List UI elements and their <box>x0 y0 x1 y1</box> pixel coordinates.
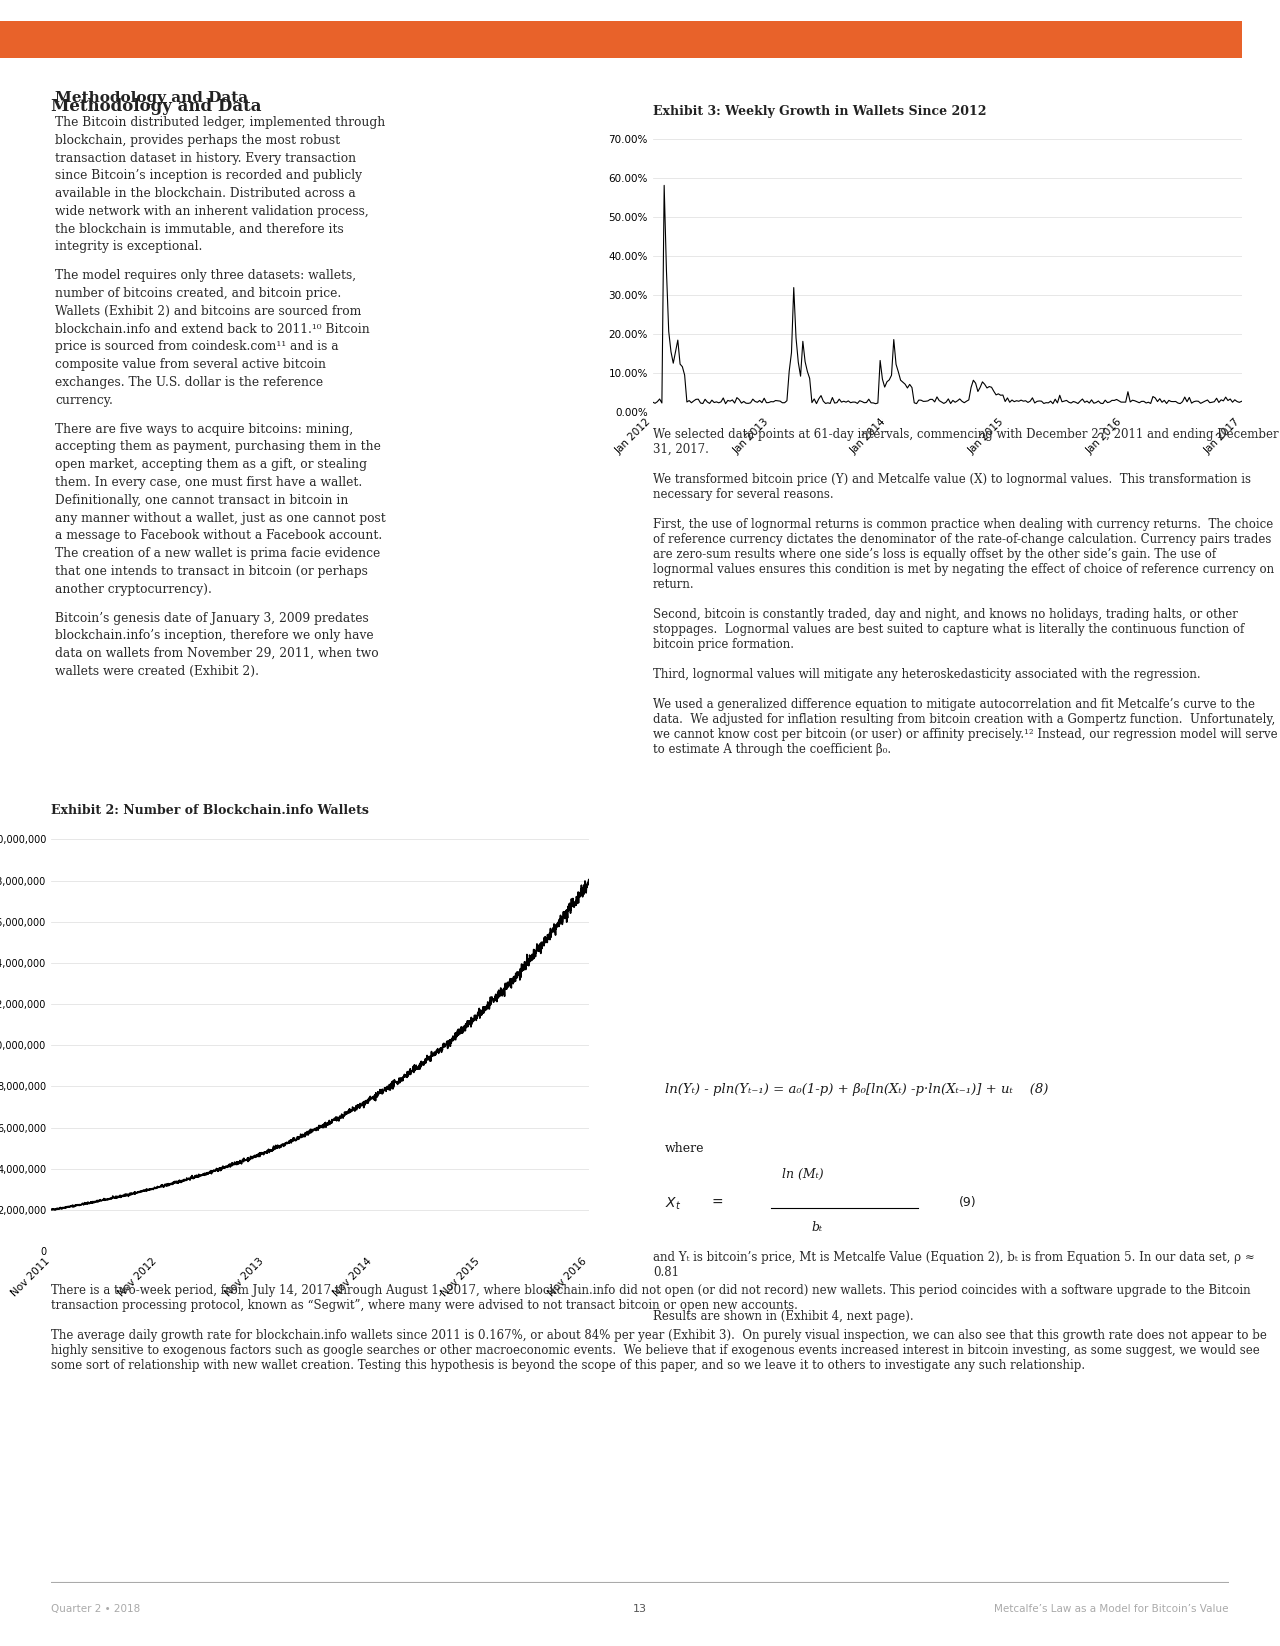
Text: data on wallets from November 29, 2011, when two: data on wallets from November 29, 2011, … <box>55 647 379 660</box>
Text: where: where <box>664 1142 704 1155</box>
Text: The model requires only three datasets: wallets,: The model requires only three datasets: … <box>55 270 356 283</box>
Text: Results are shown in (Exhibit 4, next page).: Results are shown in (Exhibit 4, next pa… <box>653 1310 914 1323</box>
Text: =: = <box>712 1195 723 1210</box>
Text: available in the blockchain. Distributed across a: available in the blockchain. Distributed… <box>55 188 356 201</box>
Text: exchanges. The U.S. dollar is the reference: exchanges. The U.S. dollar is the refere… <box>55 375 323 388</box>
Text: currency.: currency. <box>55 393 113 407</box>
Text: There is a two-week period, from July 14, 2017 through August 1, 2017, where blo: There is a two-week period, from July 14… <box>51 1284 1267 1371</box>
Text: a message to Facebook without a Facebook account.: a message to Facebook without a Facebook… <box>55 530 383 542</box>
Text: Metcalfe’s Law as a Model for Bitcoin’s Value: Metcalfe’s Law as a Model for Bitcoin’s … <box>995 1603 1229 1615</box>
Text: that one intends to transact in bitcoin (or perhaps: that one intends to transact in bitcoin … <box>55 565 367 578</box>
Text: Definitionally, one cannot transact in bitcoin in: Definitionally, one cannot transact in b… <box>55 494 348 507</box>
Text: any manner without a wallet, just as one cannot post: any manner without a wallet, just as one… <box>55 512 385 525</box>
Text: blockchain, provides perhaps the most robust: blockchain, provides perhaps the most ro… <box>55 133 340 146</box>
Text: There are five ways to acquire bitcoins: mining,: There are five ways to acquire bitcoins:… <box>55 423 353 436</box>
Text: Methodology and Data: Methodology and Data <box>55 91 248 105</box>
Text: since Bitcoin’s inception is recorded and publicly: since Bitcoin’s inception is recorded an… <box>55 170 362 183</box>
Text: number of bitcoins created, and bitcoin price.: number of bitcoins created, and bitcoin … <box>55 286 342 300</box>
Text: open market, accepting them as a gift, or stealing: open market, accepting them as a gift, o… <box>55 458 367 471</box>
Text: transaction dataset in history. Every transaction: transaction dataset in history. Every tr… <box>55 151 356 165</box>
Text: Quarter 2 • 2018: Quarter 2 • 2018 <box>51 1603 141 1615</box>
Text: Exhibit 2: Number of Blockchain.info Wallets: Exhibit 2: Number of Blockchain.info Wal… <box>51 805 369 816</box>
Text: the blockchain is immutable, and therefore its: the blockchain is immutable, and therefo… <box>55 222 344 235</box>
Text: accepting them as payment, purchasing them in the: accepting them as payment, purchasing th… <box>55 441 381 453</box>
FancyBboxPatch shape <box>0 21 1242 58</box>
Text: Exhibit 3: Weekly Growth in Wallets Since 2012: Exhibit 3: Weekly Growth in Wallets Sinc… <box>653 105 987 117</box>
Text: blockchain.info and extend back to 2011.¹⁰ Bitcoin: blockchain.info and extend back to 2011.… <box>55 323 370 336</box>
Text: ln(Yₜ) - pln(Yₜ₋₁) = a₀(1-p) + β₀[ln(Xₜ) -p·ln(Xₜ₋₁)] + uₜ    (8): ln(Yₜ) - pln(Yₜ₋₁) = a₀(1-p) + β₀[ln(Xₜ)… <box>664 1083 1048 1096</box>
Text: Wallets (Exhibit 2) and bitcoins are sourced from: Wallets (Exhibit 2) and bitcoins are sou… <box>55 305 361 318</box>
Text: blockchain.info’s inception, therefore we only have: blockchain.info’s inception, therefore w… <box>55 629 374 642</box>
Text: price is sourced from coindesk.com¹¹ and is a: price is sourced from coindesk.com¹¹ and… <box>55 341 339 354</box>
Text: We selected data points at 61-day intervals, commencing with December 27, 2011 a: We selected data points at 61-day interv… <box>653 428 1279 756</box>
Text: $X_t$: $X_t$ <box>664 1195 681 1211</box>
Bar <box>0 21 1242 58</box>
Text: Methodology and Data: Methodology and Data <box>51 99 261 115</box>
Text: and Yₜ is bitcoin’s price, Mt is Metcalfe Value (Equation 2), bₜ is from Equatio: and Yₜ is bitcoin’s price, Mt is Metcalf… <box>653 1251 1254 1279</box>
Text: (9): (9) <box>959 1195 977 1208</box>
Text: 13: 13 <box>634 1603 646 1615</box>
Text: wide network with an inherent validation process,: wide network with an inherent validation… <box>55 204 369 217</box>
Text: The Bitcoin distributed ledger, implemented through: The Bitcoin distributed ledger, implemen… <box>55 115 385 128</box>
Text: another cryptocurrency).: another cryptocurrency). <box>55 583 212 596</box>
Text: The creation of a new wallet is prima facie evidence: The creation of a new wallet is prima fa… <box>55 546 380 560</box>
Text: integrity is exceptional.: integrity is exceptional. <box>55 240 202 253</box>
Text: composite value from several active bitcoin: composite value from several active bitc… <box>55 359 326 372</box>
Text: bₜ: bₜ <box>812 1221 823 1234</box>
Text: Bitcoin’s genesis date of January 3, 2009 predates: Bitcoin’s genesis date of January 3, 200… <box>55 612 369 624</box>
Text: wallets were created (Exhibit 2).: wallets were created (Exhibit 2). <box>55 665 259 678</box>
Text: ln (Mₜ): ln (Mₜ) <box>782 1169 824 1180</box>
Text: them. In every case, one must first have a wallet.: them. In every case, one must first have… <box>55 476 362 489</box>
